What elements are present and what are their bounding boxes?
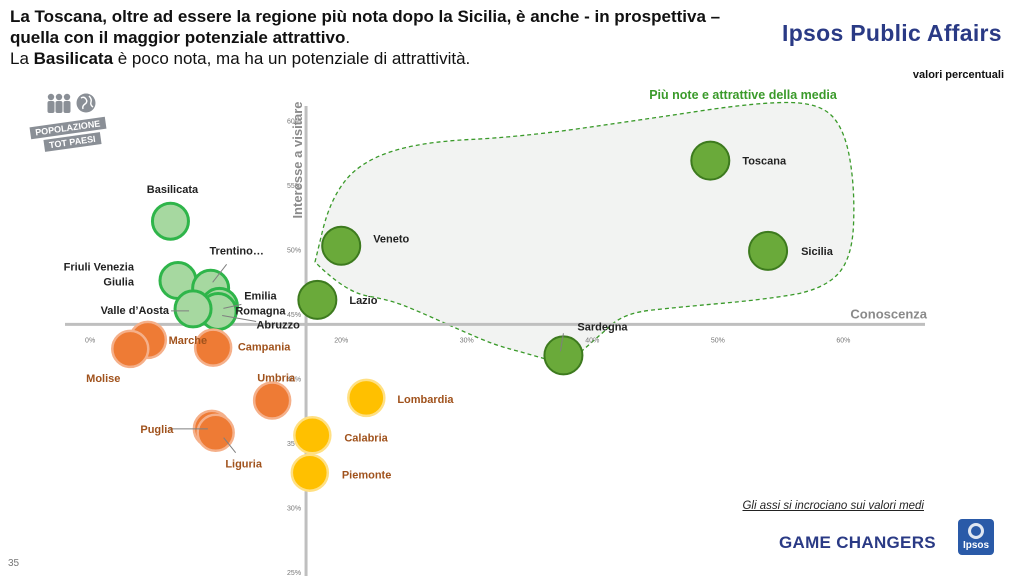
point-veneto [321, 225, 362, 266]
point-basilicata [150, 201, 190, 241]
point-label: Piemonte [342, 470, 392, 482]
point-lombardia [347, 378, 386, 418]
point-label: Veneto [373, 234, 409, 246]
slide-title: La Toscana, oltre ad essere la regione p… [10, 6, 770, 69]
point-molise [111, 329, 150, 369]
leader-line [223, 437, 237, 454]
y-tick-label: 55% [287, 183, 301, 190]
x-tick-label: 40% [585, 337, 599, 344]
title-line3-end: è poco nota, ma ha un potenziale di attr… [113, 49, 471, 68]
point-label: Lombardia [397, 394, 454, 406]
point-label: Lazio [349, 295, 377, 307]
point-label: Emilia Romagna [235, 290, 286, 317]
title-line2: quella con il maggior potenziale attratt… [10, 28, 346, 47]
leader-line [223, 303, 242, 309]
point-calabria [293, 416, 332, 455]
point-label: Campania [238, 342, 291, 354]
title-line3-start: La [10, 49, 34, 68]
point-piemonte [290, 453, 330, 492]
x-tick-label: 60% [836, 337, 850, 344]
point-valle-d-aosta [173, 289, 213, 329]
point-lazio [297, 279, 338, 320]
x-axis-title: Conoscenza [850, 306, 927, 321]
point-campania [193, 328, 233, 367]
y-tick-label: 25% [287, 570, 301, 576]
x-tick-label: 0% [85, 337, 95, 344]
point-label: Umbria [257, 372, 296, 384]
x-tick-label: 30% [460, 337, 474, 344]
y-tick-label: 50% [287, 248, 301, 255]
leader-line [222, 315, 257, 322]
units-label: valori percentuali [912, 69, 1004, 81]
point-label: Liguria [225, 459, 263, 471]
brand-logo: Ipsos Public Affairs [782, 20, 1002, 46]
point-umbria [252, 381, 292, 420]
point-label: Friuli Venezia Giulia [64, 262, 135, 289]
point-sicilia [748, 230, 789, 271]
point-label: Valle d’Aosta [101, 305, 170, 317]
point-label: Basilicata [147, 184, 199, 196]
title-line2-end: . [345, 28, 351, 47]
point-label: Trentino… [209, 245, 263, 257]
y-tick-label: 45% [287, 312, 301, 319]
y-tick-label: 35% [287, 441, 301, 448]
ipsos-logo: Ipsos [958, 519, 994, 555]
y-tick-label: 60% [287, 119, 301, 126]
point-toscana [690, 140, 731, 181]
y-tick-label: 30% [287, 506, 301, 513]
people-globe-icon [47, 93, 96, 113]
x-tick-label: 20% [334, 337, 348, 344]
point-liguria [196, 413, 235, 452]
population-badge: POPOLAZIONE TOT PAESI [28, 92, 118, 154]
point-label: Molise [86, 373, 120, 385]
title-line3-highlight: Basilicata [33, 49, 114, 68]
leader-line [559, 333, 564, 352]
point-label: Puglia [140, 424, 174, 436]
y-axis-title: Interesse a visitare [290, 101, 305, 218]
point-label: Calabria [344, 432, 388, 444]
highlight-zone-label: Più note e attrattive della media [649, 88, 838, 102]
title-line1: La Toscana, oltre ad essere la regione p… [10, 7, 721, 26]
footer-brand: GAME CHANGERS [779, 533, 936, 552]
axes-note: Gli assi si incrociano sui valori medi [742, 500, 924, 512]
y-tick-label: 40% [287, 377, 301, 384]
point-label: Abruzzo [256, 319, 300, 331]
leader-line [212, 263, 228, 283]
ipsos-mark-icon [968, 523, 984, 539]
point-sardegna [543, 335, 584, 376]
point-label: Marche [169, 335, 208, 347]
point-label: Sardegna [577, 321, 628, 333]
point-label: Toscana [742, 156, 787, 168]
x-tick-label: 50% [711, 337, 725, 344]
logo-text: Ipsos [962, 540, 990, 551]
page-number: 35 [8, 558, 20, 569]
point-label: Sicilia [801, 246, 834, 258]
